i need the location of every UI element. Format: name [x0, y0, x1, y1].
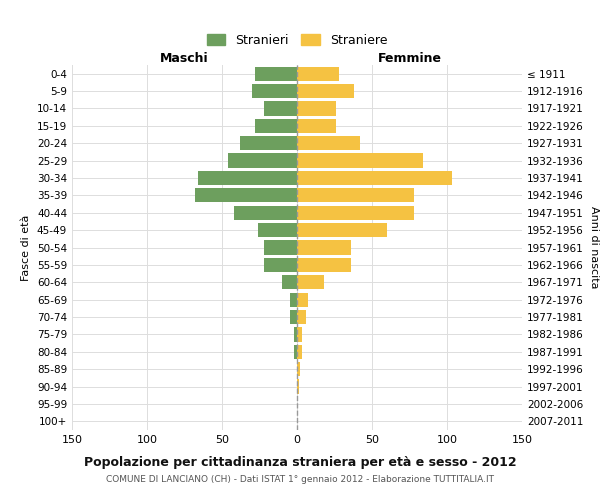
Bar — [297, 188, 414, 202]
Bar — [297, 310, 306, 324]
Bar — [297, 171, 452, 185]
Bar — [228, 154, 297, 168]
Text: COMUNE DI LANCIANO (CH) - Dati ISTAT 1° gennaio 2012 - Elaborazione TUTTITALIA.I: COMUNE DI LANCIANO (CH) - Dati ISTAT 1° … — [106, 476, 494, 484]
Bar — [198, 171, 297, 185]
Bar — [297, 223, 387, 237]
Bar — [290, 292, 297, 307]
Bar — [255, 118, 297, 133]
Bar — [297, 328, 302, 342]
Bar — [264, 258, 297, 272]
Bar — [290, 310, 297, 324]
Bar — [297, 258, 351, 272]
Bar — [252, 84, 297, 98]
Bar — [234, 206, 297, 220]
Text: Femmine: Femmine — [377, 52, 442, 65]
Bar — [264, 240, 297, 254]
Bar — [297, 275, 324, 289]
Bar — [195, 188, 297, 202]
Bar — [282, 275, 297, 289]
Y-axis label: Fasce di età: Fasce di età — [22, 214, 31, 280]
Bar — [297, 66, 339, 81]
Bar — [297, 206, 414, 220]
Bar — [297, 362, 300, 376]
Bar — [294, 328, 297, 342]
Bar — [297, 102, 336, 116]
Bar — [297, 118, 336, 133]
Bar — [255, 66, 297, 81]
Bar — [297, 344, 302, 359]
Text: Popolazione per cittadinanza straniera per età e sesso - 2012: Popolazione per cittadinanza straniera p… — [83, 456, 517, 469]
Bar — [297, 154, 423, 168]
Bar — [297, 380, 299, 394]
Bar — [264, 102, 297, 116]
Bar — [240, 136, 297, 150]
Bar — [258, 223, 297, 237]
Legend: Stranieri, Straniere: Stranieri, Straniere — [200, 28, 394, 53]
Y-axis label: Anni di nascita: Anni di nascita — [589, 206, 599, 289]
Bar — [297, 84, 354, 98]
Bar — [297, 240, 351, 254]
Text: Maschi: Maschi — [160, 52, 209, 65]
Bar — [297, 136, 360, 150]
Bar — [294, 344, 297, 359]
Bar — [297, 292, 308, 307]
